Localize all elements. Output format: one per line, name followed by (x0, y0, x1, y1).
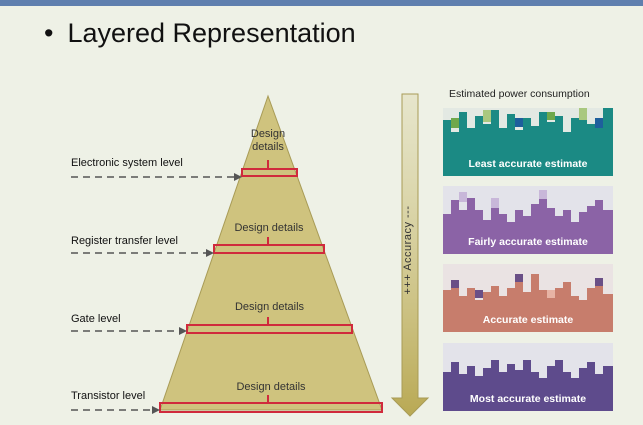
level-label-gate: Gate level (71, 313, 121, 325)
accuracy-arrow (390, 93, 430, 417)
level-label-transistor: Transistor level (71, 390, 146, 402)
panel-label-accurate: Accurate estimate (482, 314, 574, 326)
design-details-top-line2: details (252, 141, 284, 153)
title-bullet: • (44, 18, 54, 48)
panel-1-chart (443, 108, 613, 176)
arrowhead-3 (179, 327, 187, 335)
panel-accurate (443, 264, 613, 332)
level-label-electronic-system: Electronic system level (71, 157, 183, 169)
design-details-gate: Design details (234, 301, 305, 313)
arrowhead-4 (152, 406, 160, 414)
panel-3-chart (443, 274, 613, 332)
panel-most-accurate (443, 343, 613, 411)
title-text: Layered Representation (67, 18, 356, 48)
power-heading: Estimated power consumption (449, 88, 590, 100)
level-bar-transistor (159, 402, 383, 413)
panel-label-fairly: Fairly accurate estimate (468, 236, 588, 248)
level-bar-gate (186, 324, 353, 334)
accuracy-text: +++ Accuracy --- (402, 205, 414, 295)
design-details-transistor: Design details (236, 381, 306, 393)
panel-4-chart (443, 360, 613, 411)
panel-2-chart (443, 198, 613, 254)
design-details-top-line1: Design (250, 128, 286, 140)
panel-label-most: Most accurate estimate (469, 393, 587, 405)
design-details-rtl: Design details (234, 222, 304, 234)
slide-top-bar (0, 0, 643, 6)
slide-title: • Layered Representation (44, 18, 356, 49)
panel-least-accurate (443, 108, 613, 176)
arrowhead-2 (206, 249, 214, 257)
arrowhead-1 (234, 173, 242, 181)
design-details-top: Design details (243, 128, 293, 154)
panel-label-least: Least accurate estimate (468, 158, 588, 170)
level-label-register-transfer: Register transfer level (71, 235, 178, 247)
panel-fairly-accurate (443, 186, 613, 254)
level-bar-electronic-system (241, 168, 298, 177)
accuracy-label: +++ Accuracy --- (396, 170, 420, 330)
